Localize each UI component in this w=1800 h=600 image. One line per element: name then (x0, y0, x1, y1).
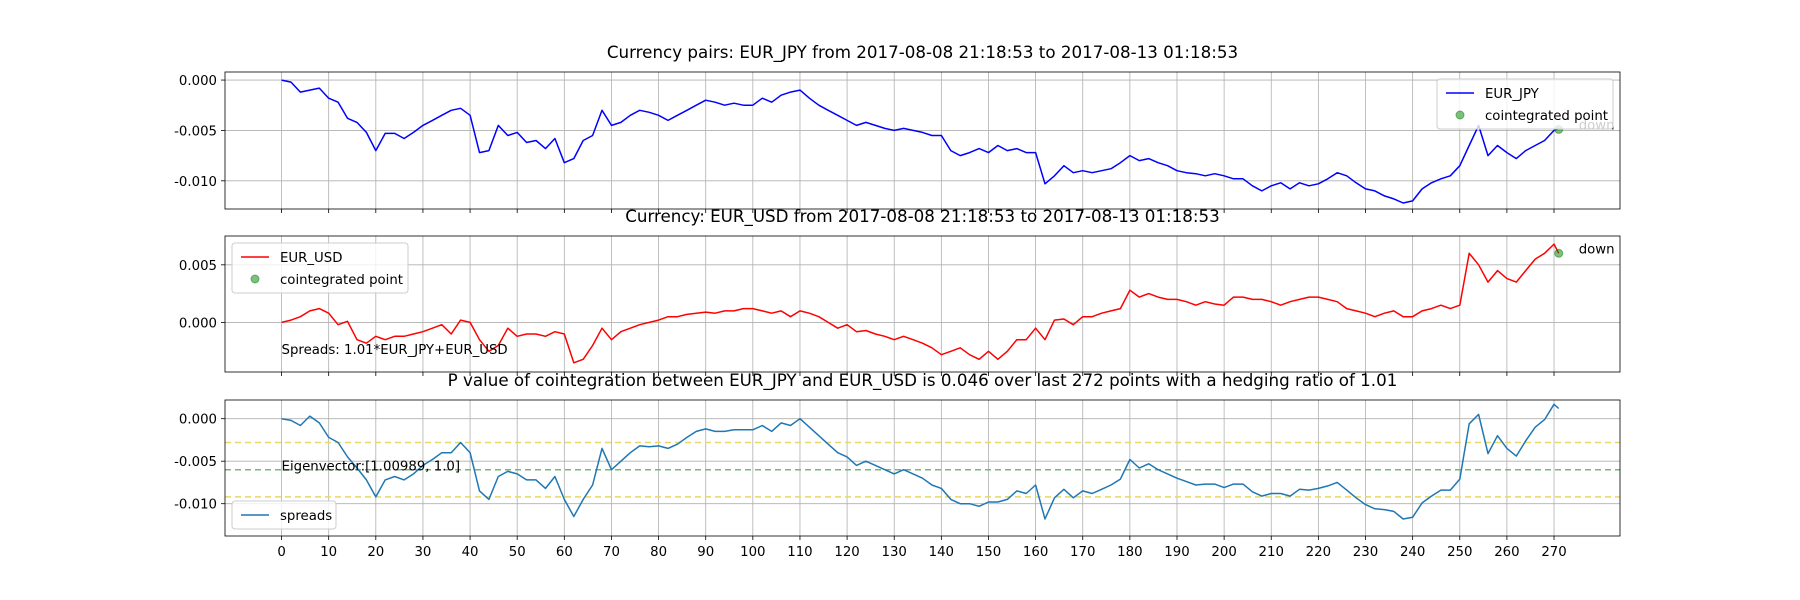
x-tick-label: 220 (1306, 545, 1331, 560)
subplot-title: Currency: EUR_USD from 2017-08-08 21:18:… (625, 206, 1220, 227)
axes-frame (224, 399, 1621, 537)
x-tick-label: 80 (650, 545, 667, 560)
x-tick-label: 130 (882, 545, 907, 560)
x-tick-label: 270 (1541, 545, 1566, 560)
x-tick-label: 240 (1400, 545, 1425, 560)
subplot-1: 0.000-0.005-0.010downCurrency pairs: EUR… (174, 42, 1621, 213)
subplot-title: Currency pairs: EUR_JPY from 2017-08-08 … (607, 42, 1238, 63)
x-tick-label: 170 (1070, 545, 1095, 560)
y-tick-label: -0.010 (174, 175, 217, 190)
legend-box (231, 500, 337, 530)
x-tick-label: 100 (740, 545, 765, 560)
annotation-text: Eigenvector:[1.00989, 1.0] (282, 459, 461, 474)
y-tick-label: 0.000 (179, 74, 217, 89)
legend-label: spreads (280, 509, 332, 524)
x-tick-label: 180 (1117, 545, 1142, 560)
x-tick-label: 250 (1447, 545, 1472, 560)
axes-frame (224, 71, 1621, 210)
x-tick-label: 10 (320, 545, 337, 560)
x-tick-label: 60 (556, 545, 573, 560)
series-line-eur-usd (281, 243, 1560, 364)
legend-label: cointegrated point (280, 273, 403, 288)
y-tick-label: 0.005 (179, 259, 217, 274)
subplot-3: 0.000 -0.005 -0.010 Eigenvector:[1.00989, 1… (174, 370, 1621, 540)
subplot-2: 0.005 0.000 down Spreads: 1.01*EUR_JPY+EUR_… (179, 206, 1621, 376)
annotation-text: Spreads: 1.01*EUR_JPY+EUR_USD (282, 343, 508, 358)
y-tick-label: 0.000 (179, 413, 217, 428)
series-line-spreads (281, 403, 1560, 520)
x-tick-label: 40 (462, 545, 479, 560)
legend-box (1436, 78, 1614, 130)
x-tick-label: 200 (1211, 545, 1236, 560)
x-tick-label: 110 (787, 545, 812, 560)
point-label: down (1579, 242, 1615, 257)
x-tick-label: 20 (367, 545, 384, 560)
x-tick-label: 120 (834, 545, 859, 560)
x-tick-label: 50 (509, 545, 526, 560)
legend-dot-swatch (1455, 110, 1465, 120)
x-tick-label: 190 (1164, 545, 1189, 560)
legend: EUR_USD cointegrated point (231, 242, 409, 294)
y-tick-label: 0.000 (179, 316, 217, 331)
legend-label: EUR_USD (280, 251, 342, 266)
legend-label: EUR_JPY (1485, 87, 1540, 102)
x-tick-label: 260 (1494, 545, 1519, 560)
x-tick-label: 160 (1023, 545, 1048, 560)
y-tick-label: -0.010 (174, 498, 217, 513)
y-tick-label: -0.005 (174, 124, 217, 139)
x-tick-label: 70 (603, 545, 620, 560)
x-tick-label: 210 (1259, 545, 1284, 560)
x-tick-label: 0 (277, 545, 285, 560)
x-tick-label: 140 (929, 545, 954, 560)
legend-label: cointegrated point (1485, 109, 1608, 124)
x-tick-label: 230 (1353, 545, 1378, 560)
cointegrated-point (1554, 248, 1564, 258)
axes-frame (224, 235, 1621, 373)
y-tick-label: -0.005 (174, 455, 217, 470)
x-tick-label: 150 (976, 545, 1001, 560)
legend-box (231, 242, 409, 294)
legend: spreads (231, 500, 337, 530)
x-tick-label: 90 (697, 545, 714, 560)
legend-dot-swatch (250, 274, 260, 284)
subplot-title: P value of cointegration between EUR_JPY… (448, 370, 1398, 391)
series-line-eur-jpy (281, 79, 1559, 204)
legend: EUR_JPY cointegrated point (1436, 78, 1614, 130)
x-tick-label: 30 (414, 545, 431, 560)
